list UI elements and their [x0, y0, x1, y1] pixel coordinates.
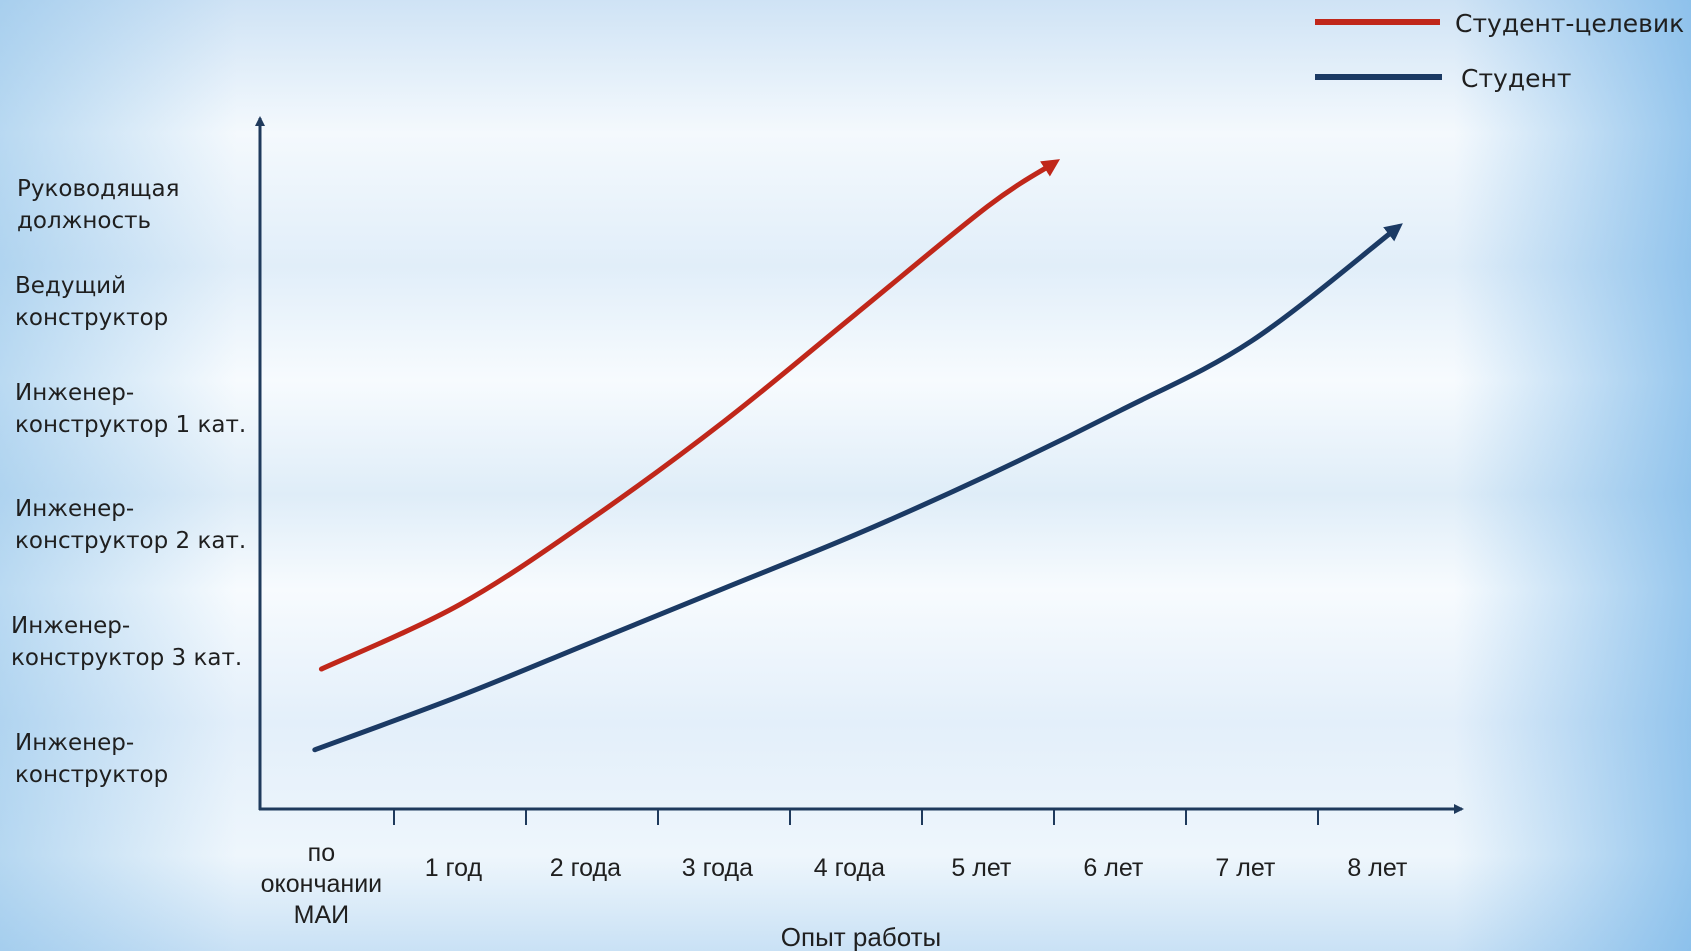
x-tick-label: 5 лет: [951, 854, 1012, 882]
x-axis-title: Опыт работы: [781, 922, 941, 951]
y-level-label: Инженер-конструктор 3 кат.: [11, 613, 243, 671]
x-tick-label: 3 года: [682, 854, 753, 882]
legend-label-student: Студент: [1461, 64, 1571, 93]
y-level-label: Инженер-конструктор 2 кат.: [15, 496, 247, 554]
y-level-label: Ведущий конструктор: [15, 273, 169, 331]
y-level-label: Руководящая должность: [17, 176, 180, 234]
x-tick-label: 1 год: [425, 854, 483, 882]
x-tick-label: 7 лет: [1215, 854, 1276, 882]
x-tick-label: 6 лет: [1083, 854, 1144, 882]
y-level-label: Инженер-конструктор: [15, 730, 169, 788]
x-ticks: [393, 809, 1319, 825]
x-tick-label: 4 года: [814, 854, 885, 882]
series-line-student: [312, 223, 1403, 753]
legend: Студент-целевик Студент: [1315, 9, 1684, 93]
x-tick-labels: по окончании МАИ 1 год 2 года 3 года 4 года 5 л…: [261, 839, 1408, 929]
x-tick-label: 8 лет: [1347, 854, 1408, 882]
series-layer: [312, 159, 1403, 753]
x-tick-label: по окончании МАИ: [261, 839, 383, 929]
y-level-label: Инженер-конструктор 1 кат.: [15, 380, 247, 438]
legend-label-celevik: Студент-целевик: [1455, 9, 1684, 38]
series-line-celevik: [318, 159, 1061, 672]
x-tick-label: 2 года: [550, 854, 621, 882]
